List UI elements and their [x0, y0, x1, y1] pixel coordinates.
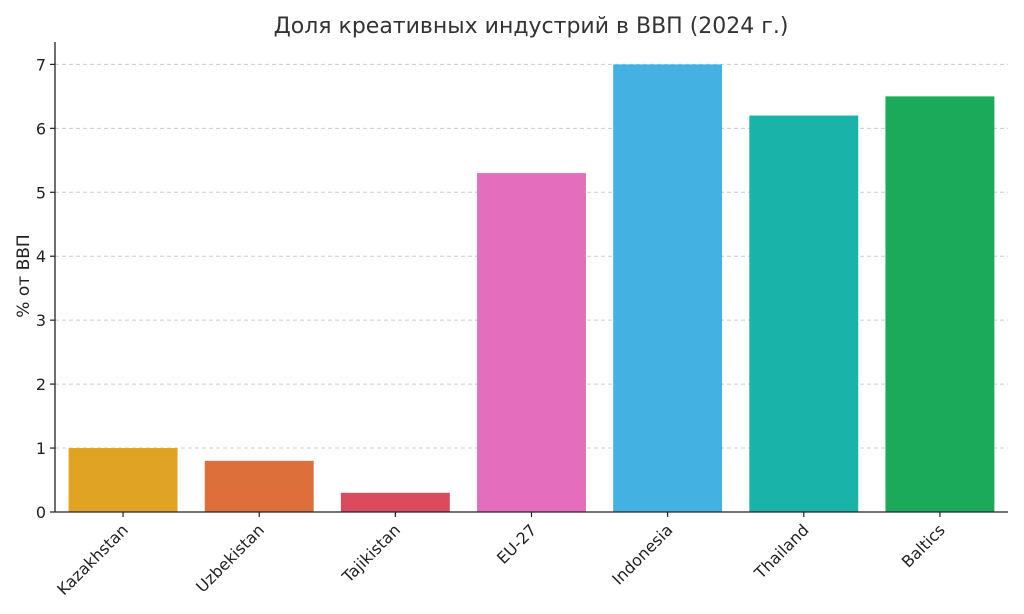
x-tick-label: Thailand: [750, 520, 813, 583]
x-tick-label: Indonesia: [608, 520, 676, 588]
x-tick-label: Baltics: [898, 520, 949, 571]
y-tick-label: 0: [36, 503, 46, 522]
bar-thailand: [749, 115, 859, 512]
bar-baltics: [885, 96, 995, 512]
y-axis-label: % от ВВП: [14, 234, 34, 317]
bar-kazakhstan: [68, 448, 178, 512]
y-tick-label: 5: [36, 183, 46, 202]
chart-title: Доля креативных индустрий в ВВП (2024 г.…: [274, 14, 789, 39]
axes: [54, 42, 1008, 513]
y-tick-label: 6: [36, 119, 46, 138]
bars: [68, 64, 995, 512]
x-tick-label: EU-27: [493, 520, 540, 567]
bar-eu-27: [477, 173, 586, 512]
x-tick-label: Kazakhstan: [53, 520, 132, 599]
bar-uzbekistan: [204, 460, 314, 512]
x-tick-label: Uzbekistan: [192, 520, 268, 596]
x-tick-label: Tajikistan: [338, 520, 405, 587]
y-tick-label: 1: [36, 439, 46, 458]
y-tick-label: 3: [36, 311, 46, 330]
bar-indonesia: [613, 64, 723, 512]
x-axis-ticks: Kazakhstan Uzbekistan Tajikistan EU-27 Indon…: [53, 512, 949, 599]
y-tick-label: 4: [36, 247, 46, 266]
y-tick-label: 7: [36, 55, 46, 74]
y-tick-label: 2: [36, 375, 46, 394]
y-axis-ticks: 0 1 2 3 4 5 6 7: [36, 55, 55, 522]
bar-tajikistan: [340, 492, 450, 512]
